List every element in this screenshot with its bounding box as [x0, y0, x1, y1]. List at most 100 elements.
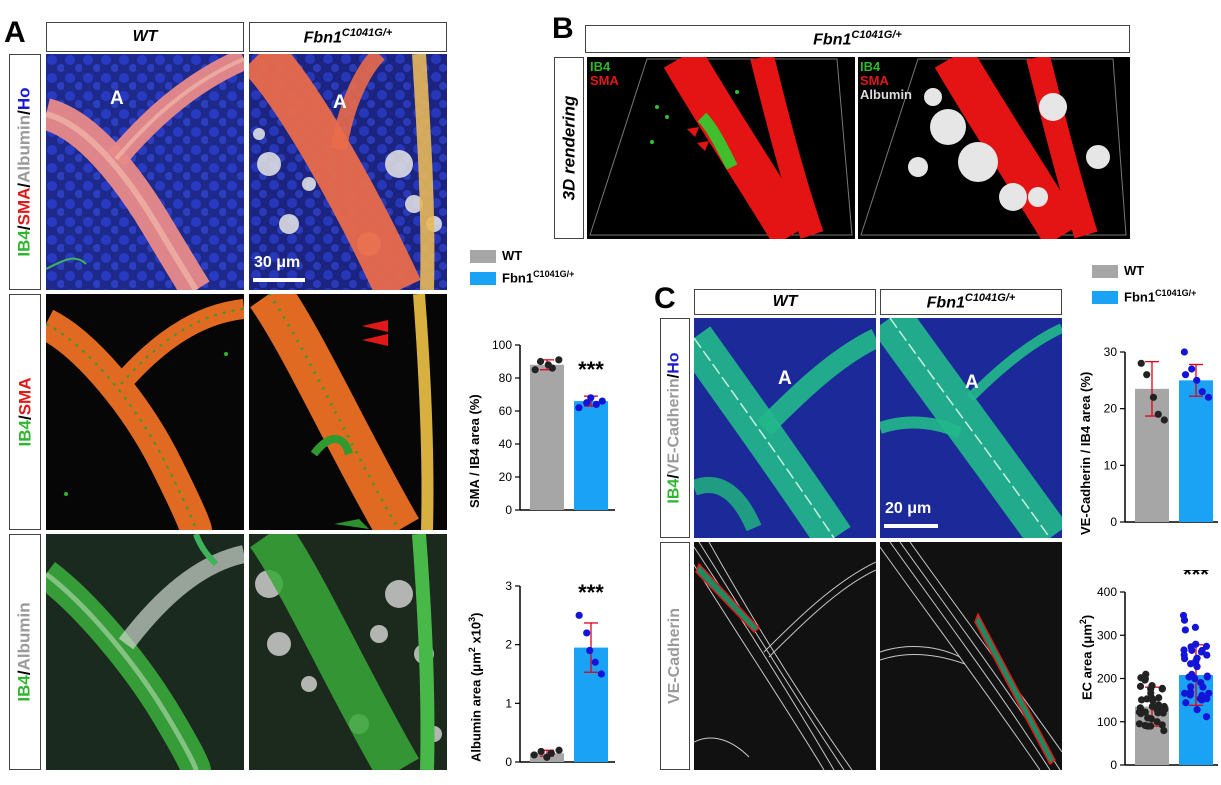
data-point — [1146, 722, 1155, 730]
panel-b-right-3d-image — [858, 57, 1130, 239]
data-point — [1193, 654, 1201, 662]
data-point — [530, 751, 538, 759]
significance-annotation: *** — [578, 357, 604, 382]
data-point — [598, 397, 606, 405]
data-point — [1155, 694, 1163, 702]
y-tick-label: 40 — [499, 437, 513, 451]
y-tick-label: 0 — [505, 503, 512, 515]
panel-a-scale-bar-text: 30 μm — [254, 254, 301, 271]
data-point — [1160, 416, 1168, 424]
panel-b-right-overlay: IB4 SMA Albumin — [860, 59, 912, 102]
data-point — [1202, 713, 1211, 721]
data-point — [1144, 714, 1152, 722]
panel-c-wt-vecadherin-image — [694, 542, 876, 770]
data-point — [1182, 699, 1190, 707]
data-point — [536, 357, 545, 366]
panel-b-letter: B — [552, 12, 574, 45]
y-tick-label: 400 — [1097, 585, 1117, 599]
data-point — [1158, 685, 1166, 693]
chart-vecad: 0 10 20 30 — [1104, 345, 1218, 529]
panel-c-wt-merge-image — [694, 318, 876, 538]
y-tick-label: 60 — [499, 404, 513, 418]
y-tick-label: 100 — [1097, 715, 1117, 729]
legend-a-mutant: Fbn1C1041G/+ — [470, 269, 574, 286]
panel-b-row-label: 3D rendering — [554, 57, 584, 239]
data-point — [1181, 689, 1189, 697]
panel-c-mutant-vecadherin-image — [880, 542, 1062, 770]
panel-c-mutant-merge-image — [880, 318, 1062, 538]
panel-c-header-wt: WT — [694, 289, 876, 315]
data-point — [1161, 705, 1169, 713]
data-point — [1181, 626, 1189, 634]
panel-a-mutant-artery-label: A — [333, 92, 347, 113]
data-point — [587, 394, 595, 402]
data-point — [1137, 696, 1146, 704]
data-point — [1136, 682, 1145, 690]
y-tick-label: 0 — [1110, 758, 1117, 772]
row1-stain-label: IB4/SMA/Albumin/Ho — [15, 87, 34, 257]
row3-stain-label: IB4/Albumin — [15, 602, 35, 702]
data-point — [1203, 651, 1211, 659]
data-point — [1187, 683, 1195, 691]
y-tick-label: 20 — [499, 470, 513, 484]
legend-c-mutant: Fbn1C1041G/+ — [1092, 288, 1196, 305]
panel-c-header-mutant: Fbn1C1041G/+ — [880, 289, 1062, 315]
panel-c-scale-bar — [884, 524, 938, 528]
y-tick-label: 0 — [505, 755, 512, 769]
panel-a-wt-artery-label: A — [110, 88, 124, 109]
data-point — [1202, 642, 1211, 650]
bar-mutant — [1179, 380, 1213, 522]
data-point — [555, 356, 563, 364]
significance-annotation: *** — [1183, 570, 1209, 587]
y-tick-label: 20 — [1104, 402, 1118, 416]
panel-b-header-text: Fbn1C1041G/+ — [813, 28, 902, 49]
y-tick-label: 3 — [505, 579, 512, 593]
data-point — [1148, 682, 1156, 690]
panel-a-wt-albumin-image — [46, 534, 244, 770]
panel-c-row2-label-text: VE-Cadherin — [666, 607, 684, 705]
panel-a-scale-bar — [253, 278, 305, 282]
arrowhead-1 — [362, 320, 388, 332]
legend-a-wt: WT — [470, 248, 574, 264]
panel-c-row1-label-text: IB4/VE-Cadherin/Ho — [666, 352, 683, 504]
data-point — [1193, 706, 1201, 714]
data-point — [1191, 623, 1200, 631]
panel-b-row-label-text: 3D rendering — [559, 95, 579, 201]
data-point — [591, 658, 599, 666]
data-point — [1198, 696, 1206, 704]
panel-a-row1-label: IB4/SMA/Albumin/Ho — [9, 54, 41, 290]
data-point — [1203, 673, 1211, 681]
data-point — [1137, 359, 1145, 367]
panel-c-legend: WT Fbn1C1041G/+ — [1092, 263, 1196, 305]
data-point — [547, 749, 555, 757]
panel-a-mutant-albumin-image — [249, 534, 447, 770]
panel-c-header-wt-text: WT — [772, 293, 798, 310]
data-point — [1188, 670, 1196, 679]
data-point — [1160, 726, 1168, 735]
panel-c-row1-label: IB4/VE-Cadherin/Ho — [660, 318, 690, 538]
data-point — [537, 747, 545, 756]
y-tick-label: 30 — [1104, 345, 1118, 359]
panel-c-letter: C — [654, 282, 676, 315]
data-point — [575, 404, 583, 412]
legend-c-wt-swatch — [1092, 265, 1118, 279]
row2-stain-label: IB4/SMA — [15, 377, 35, 447]
legend-a-wt-swatch — [470, 250, 496, 264]
arrowhead-2 — [362, 334, 388, 346]
data-point — [583, 399, 591, 407]
data-point — [531, 366, 539, 374]
panel-a-mutant-merge-image — [249, 54, 447, 290]
data-point — [1188, 365, 1196, 373]
data-point — [1181, 371, 1190, 379]
data-point — [1137, 710, 1145, 718]
panel-c-row2-label: VE-Cadherin — [660, 542, 690, 770]
data-point — [548, 364, 556, 372]
y-tick-label: 80 — [499, 371, 513, 385]
panel-c-wt-artery-label: A — [778, 368, 792, 389]
panel-c-mutant-artery-label: A — [965, 372, 979, 393]
data-point — [555, 746, 563, 754]
panel-b-header: Fbn1C1041G/+ — [585, 25, 1130, 53]
panel-a-legend: WT Fbn1C1041G/+ — [470, 248, 574, 286]
y-tick-label: 0 — [1110, 515, 1117, 529]
data-point — [1143, 371, 1151, 379]
